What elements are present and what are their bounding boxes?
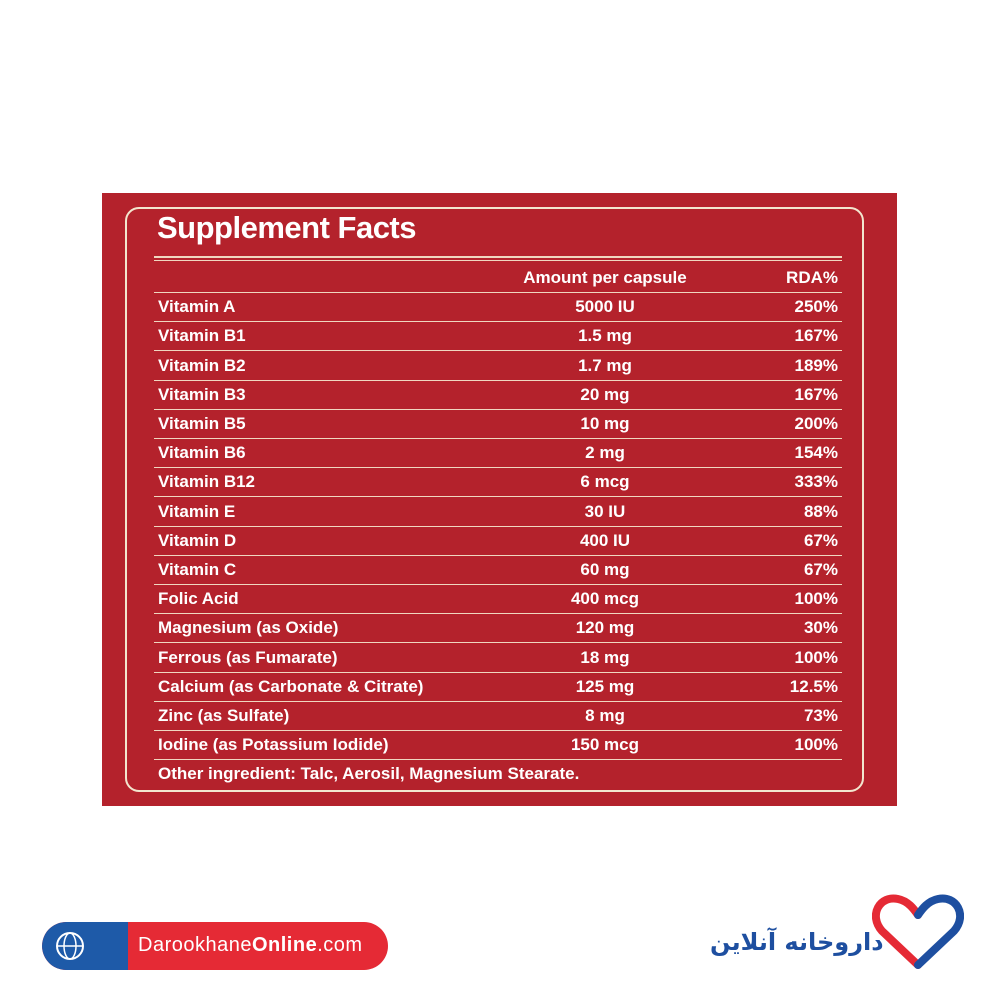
nutrient-name: Vitamin B2 [158, 355, 246, 375]
nutrient-rda: 73% [803, 706, 838, 725]
nutrient-amount: 10 mg [580, 414, 630, 433]
globe-icon [42, 922, 128, 970]
nutrient-name: Vitamin B5 [158, 414, 246, 433]
nutrient-name: Vitamin A [158, 297, 236, 317]
row-rule [154, 671, 842, 673]
site-part: Darookhane [138, 934, 252, 956]
nutrient-name: Vitamin B3 [158, 384, 246, 404]
nutrient-amount: 6 mcg [580, 472, 630, 492]
nutrient-rda: 67% [803, 530, 838, 550]
nutrient-rda: 333% [794, 472, 838, 492]
nutrient-rda: 189% [794, 355, 838, 375]
row-rule [154, 496, 842, 498]
supplement-panel: Supplement Facts Amount per capsule RDA% V… [102, 193, 897, 806]
row-rule [154, 525, 842, 527]
nutrient-name: Vitamin B6 [158, 443, 246, 463]
logo [872, 894, 964, 969]
row-rule [154, 554, 842, 556]
title-rule [154, 256, 842, 258]
nutrient-name: Folic Acid [158, 589, 239, 609]
nutrient-amount: 400 IU [579, 530, 631, 550]
row-rule [154, 700, 842, 702]
nutrient-amount: 1.7 mg [578, 355, 632, 375]
nutrient-amount: 5000 IU [575, 297, 635, 317]
nutrient-amount: 20 mg [580, 384, 630, 404]
nutrient-amount: 8 mg [585, 706, 625, 725]
nutrient-amount: 18 mg [580, 647, 630, 667]
nutrient-name: Vitamin C [158, 560, 237, 579]
nutrient-name: Vitamin B1 [158, 326, 246, 346]
header-amount: Amount per capsule [523, 268, 687, 287]
row-rule [154, 613, 842, 615]
nutrient-amount: 30 IU [584, 501, 626, 521]
nutrient-amount: 125 mg [575, 676, 635, 696]
nutrient-amount: 120 mg [575, 618, 635, 638]
nutrient-name: Vitamin E [158, 501, 236, 521]
nutrient-name: Ferrous (as Fumarate) [158, 647, 338, 667]
footnote: Other ingredient: Talc, Aerosil, Magnesi… [158, 764, 580, 784]
nutrient-name: Calcium (as Carbonate & Citrate) [158, 676, 424, 696]
nutrient-rda: 154% [794, 443, 838, 463]
site-badge[interactable]: DarookhaneOnline.com [42, 922, 388, 970]
nutrient-amount: 1.5 mg [578, 326, 632, 346]
frame [125, 207, 864, 792]
nutrient-amount: 60 mg [580, 560, 630, 579]
row-rule [154, 408, 842, 410]
nutrient-amount: 150 mcg [570, 735, 640, 755]
nutrient-rda: 88% [803, 501, 838, 521]
nutrient-amount: 400 mcg [570, 589, 640, 609]
brand-name: داروخانه آنلاین [710, 928, 884, 956]
title: Supplement Facts [157, 210, 417, 245]
row-rule [154, 438, 842, 439]
nutrient-rda: 100% [794, 735, 838, 755]
row-rule [154, 379, 842, 381]
row-rule [154, 642, 842, 644]
nutrient-rda: 167% [794, 384, 838, 404]
row-rule [154, 292, 842, 293]
nutrient-rda: 200% [794, 414, 838, 433]
row-rule [154, 350, 842, 352]
site-part: Online [251, 934, 318, 956]
nutrient-amount: 2 mg [585, 443, 625, 463]
nutrient-rda: 167% [794, 326, 838, 346]
header-rda: RDA% [786, 268, 838, 287]
row-rule [154, 759, 842, 761]
nutrient-rda: 30% [803, 618, 838, 638]
nutrient-rda: 67% [803, 560, 838, 579]
nutrient-name: Iodine (as Potassium Iodide) [158, 735, 389, 755]
nutrient-name: Vitamin B12 [158, 472, 256, 492]
site-url: DarookhaneOnline.com [138, 934, 363, 957]
title-rule [154, 260, 842, 261]
row-rule [154, 730, 842, 731]
nutrient-rda: 100% [794, 647, 838, 667]
nutrient-name: Zinc (as Sulfate) [158, 706, 290, 725]
row-rule [154, 321, 842, 323]
nutrient-rda: 250% [794, 297, 838, 317]
row-rule [154, 467, 842, 469]
nutrient-rda: 100% [794, 589, 838, 609]
nutrient-rda: 12.5% [789, 676, 838, 696]
nutrient-name: Vitamin D [158, 530, 237, 550]
nutrient-name: Magnesium (as Oxide) [158, 618, 339, 638]
site-part: .com [317, 934, 363, 956]
row-rule [154, 584, 842, 585]
